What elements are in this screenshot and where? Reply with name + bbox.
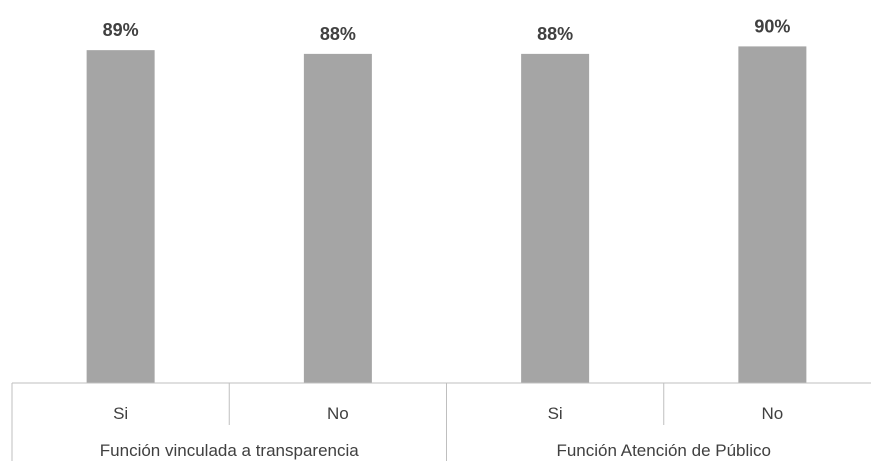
bar [738,46,807,384]
tick-label: Si [113,404,128,423]
data-label: 89% [103,20,139,40]
tick-label: No [327,404,349,423]
data-label: 88% [320,24,356,44]
data-labels: 89% 88% 88% 90% [103,16,791,43]
data-label: 90% [754,16,790,36]
x-axis: Si No Si No Función vinculada a transparenci… [11,382,871,461]
tick-label: Si [548,404,563,423]
bar [86,50,155,383]
group-label: Función Atención de Público [556,441,771,460]
data-label: 88% [537,24,573,44]
bar [303,53,372,383]
group-label: Función vinculada a transparencia [100,441,359,460]
tick-label: No [762,404,784,423]
bars [86,46,807,384]
bar [521,53,590,383]
